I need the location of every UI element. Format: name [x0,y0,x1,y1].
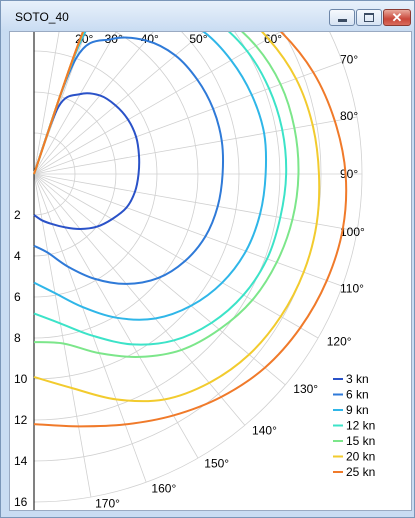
grid-spoke [34,32,60,175]
angle-tick-label: 80° [340,109,358,123]
radial-tick-label: 8 [14,331,21,345]
angle-tick-label: 50° [189,32,207,46]
series-line [33,32,348,428]
grid-spoke [34,32,154,175]
angle-tick-label: 160° [151,481,176,495]
grid-spoke [34,32,87,175]
grid-spoke [34,173,199,459]
series-group [33,32,348,428]
series-line [33,36,225,285]
grid-spoke [34,173,319,339]
angle-tick-label: 110° [340,281,364,295]
maximize-button[interactable] [356,9,382,26]
series-line [33,32,268,321]
angle-tick-label: 70° [340,53,358,67]
radial-tick-label: 2 [14,208,21,222]
radial-tick-label: 14 [14,454,28,468]
legend-label: 15 kn [346,434,375,448]
angle-tick-label: 100° [340,225,365,239]
minimize-icon [337,18,347,22]
legend-label: 25 kn [346,465,375,479]
angle-tick-label: 150° [204,457,229,471]
close-icon: ✕ [391,10,403,25]
grid-spoke [34,173,358,232]
angle-tick-label: 120° [327,334,352,348]
grid-circle [34,32,281,421]
maximize-icon [364,13,374,22]
grid-spoke [34,32,281,175]
grid-spoke [34,32,204,175]
radial-tick-label: 10 [14,372,28,386]
grid-spoke [34,61,343,175]
grid-spoke [34,32,117,175]
radial-tick-label: 16 [14,495,28,509]
close-button[interactable]: ✕ [383,9,411,26]
grid-circle [34,32,363,503]
angle-tick-label: 90° [340,167,358,181]
angle-tick-label: 170° [95,496,120,510]
angle-tick-label: 140° [252,423,277,437]
radial-tick-label: 6 [14,290,21,304]
grid-spoke [34,173,343,287]
minimize-button[interactable] [329,9,355,26]
legend-label: 20 kn [346,450,375,464]
radial-tick-label: 12 [14,413,28,427]
legend-label: 9 kn [346,403,369,417]
series-line [33,32,321,403]
series-line [33,32,288,346]
grid-group [34,32,363,503]
angle-tick-label: 60° [264,32,282,46]
radial-tick-label: 4 [14,249,21,263]
grid-spoke [34,173,92,498]
grid-spoke [34,116,358,175]
grid-spoke [34,173,147,483]
series-line [33,92,141,230]
window-title: SOTO_40 [15,10,69,24]
legend-label: 3 kn [346,372,369,386]
grid-circle [34,32,199,339]
angle-tick-label: 130° [293,382,318,396]
legend-label: 12 kn [346,419,375,433]
series-line [33,32,300,358]
title-bar[interactable]: SOTO_40 ✕ [1,1,414,31]
grid-spoke [34,173,286,386]
chart-area: 2 4 6 8 10 12 14 16 20° 30° 40° 50° 60° 70° 80° 90° 100°… [9,31,412,511]
legend-label: 6 kn [346,388,369,402]
